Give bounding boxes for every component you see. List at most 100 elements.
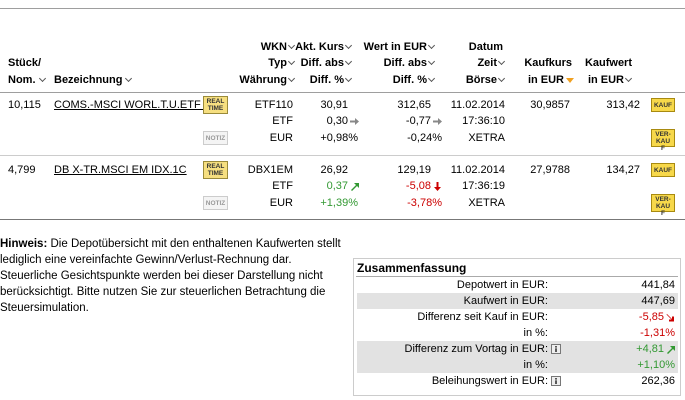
- value-diff: -5,08: [405, 180, 431, 192]
- value-diff-pct: -0,24%: [407, 132, 442, 144]
- table-bottom-rule: [0, 219, 685, 220]
- summary-value: +4,81: [636, 343, 664, 355]
- summary-label: in %:: [523, 327, 548, 339]
- time: 17:36:10: [462, 115, 505, 127]
- security-name[interactable]: DB X-TR.MSCI EM IDX.1C: [54, 164, 187, 176]
- column-header[interactable]: Nom.: [8, 74, 36, 86]
- summary-label: Differenz zum Vortag in EUR:: [404, 343, 548, 355]
- sort-chevron: [344, 41, 353, 50]
- summary-row-bg: [357, 357, 678, 373]
- sort-chevron: [287, 74, 296, 83]
- realtime-badge[interactable]: REAL TIME: [203, 96, 228, 114]
- notiz-badge[interactable]: NOTIZ: [203, 196, 228, 210]
- summary-value: 447,69: [641, 295, 675, 307]
- sort-chevron: [497, 74, 506, 83]
- info-icon[interactable]: [551, 376, 561, 386]
- trend-arrow: [351, 183, 359, 191]
- sell-button[interactable]: VER-KAUF: [651, 129, 675, 152]
- trend-arrow: [433, 118, 442, 125]
- quantity: 10,115: [8, 99, 41, 111]
- exchange: XETRA: [468, 132, 505, 144]
- sort-chevron: [497, 57, 506, 66]
- price-diff-pct: +1,39%: [320, 197, 358, 209]
- column-header[interactable]: Diff. %: [309, 74, 344, 86]
- column-header: Kaufwert: [584, 57, 632, 69]
- purchase-price: 27,9788: [530, 164, 570, 176]
- value: 312,65: [397, 99, 431, 111]
- summary-value: 441,84: [641, 279, 675, 291]
- info-icon[interactable]: [551, 344, 561, 354]
- trend-arrow: [350, 118, 359, 125]
- summary-title: Zusammenfassung: [357, 261, 467, 275]
- value-diff-pct: -3,78%: [407, 197, 442, 209]
- value-diff: -0,77: [405, 115, 431, 127]
- column-header[interactable]: Zeit: [477, 57, 497, 69]
- summary-label: Depotwert in EUR:: [456, 279, 548, 291]
- price-diff-pct: +0,98%: [320, 132, 358, 144]
- column-header: Stück/: [8, 57, 42, 69]
- column-header[interactable]: Währung: [239, 74, 287, 86]
- column-header[interactable]: in EUR: [587, 74, 624, 86]
- column-header[interactable]: Diff. abs: [383, 57, 427, 69]
- column-header[interactable]: Diff. %: [392, 74, 427, 86]
- wkn: DBX1EM: [247, 164, 293, 176]
- row-rule: [0, 155, 685, 156]
- notiz-badge[interactable]: NOTIZ: [203, 131, 228, 145]
- trend-arrow: [434, 182, 441, 191]
- column-header[interactable]: Akt. Kurs: [295, 41, 344, 53]
- sort-chevron: [125, 74, 133, 83]
- sort-chevron: [287, 57, 296, 66]
- sort-indicator: [566, 78, 574, 83]
- sort-chevron: [624, 74, 633, 83]
- summary-row-bg: [357, 293, 678, 309]
- summary-label: Beleihungswert in EUR:: [431, 375, 548, 387]
- sort-chevron: [427, 57, 436, 66]
- header-rule: [0, 92, 685, 93]
- column-header[interactable]: WKN: [260, 41, 287, 53]
- sort-chevron: [344, 57, 353, 66]
- buy-button[interactable]: KAUF: [651, 163, 675, 177]
- column-header[interactable]: in EUR: [527, 74, 564, 86]
- quantity: 4,799: [8, 164, 36, 176]
- security-name[interactable]: COMS.-MSCI WORL.T.U.ETF I: [54, 99, 207, 111]
- time: 17:36:19: [462, 180, 505, 192]
- summary-rule: [356, 276, 678, 277]
- price-diff: 0,30: [326, 115, 348, 127]
- column-header[interactable]: Börse: [465, 74, 497, 86]
- summary-value: -1,31%: [640, 327, 675, 339]
- column-header[interactable]: Wert in EUR: [363, 41, 427, 53]
- column-header: Kaufkurs: [524, 57, 572, 69]
- hinweis-text: Die Depotübersicht mit den enthaltenen K…: [0, 238, 341, 314]
- summary-value: 262,36: [641, 375, 675, 387]
- current-price: 26,92: [320, 164, 348, 176]
- sell-button[interactable]: VER-KAUF: [651, 194, 675, 217]
- column-header[interactable]: Typ: [268, 57, 287, 69]
- top-rule: [0, 8, 685, 9]
- type: ETF: [272, 180, 293, 192]
- summary-label: Differenz seit Kauf in EUR:: [417, 311, 548, 323]
- summary-value: +1,10%: [637, 359, 675, 371]
- buy-button[interactable]: KAUF: [651, 98, 675, 112]
- summary-value: -5,85: [638, 311, 664, 323]
- value: 129,19: [397, 164, 431, 176]
- column-header: Datum: [468, 41, 503, 53]
- current-price: 30,91: [320, 99, 348, 111]
- date: 11.02.2014: [450, 99, 505, 111]
- summary-label: in %:: [523, 359, 548, 371]
- summary-box: [353, 258, 681, 396]
- column-header[interactable]: Diff. abs: [300, 57, 344, 69]
- purchase-price: 30,9857: [530, 99, 570, 111]
- sort-chevron: [344, 74, 353, 83]
- exchange: XETRA: [468, 197, 505, 209]
- column-header[interactable]: Bezeichnung: [54, 74, 123, 86]
- trend-arrow: [666, 314, 674, 322]
- summary-label: Kaufwert in EUR:: [463, 295, 548, 307]
- hinweis: Hinweis: Die Depotübersicht mit den enth…: [0, 236, 350, 316]
- sort-chevron: [38, 74, 46, 83]
- trend-arrow: [667, 346, 675, 354]
- date: 11.02.2014: [450, 164, 505, 176]
- realtime-badge[interactable]: REAL TIME: [203, 161, 228, 179]
- hinweis-label: Hinweis:: [0, 238, 48, 250]
- summary-row-bg: [357, 341, 678, 357]
